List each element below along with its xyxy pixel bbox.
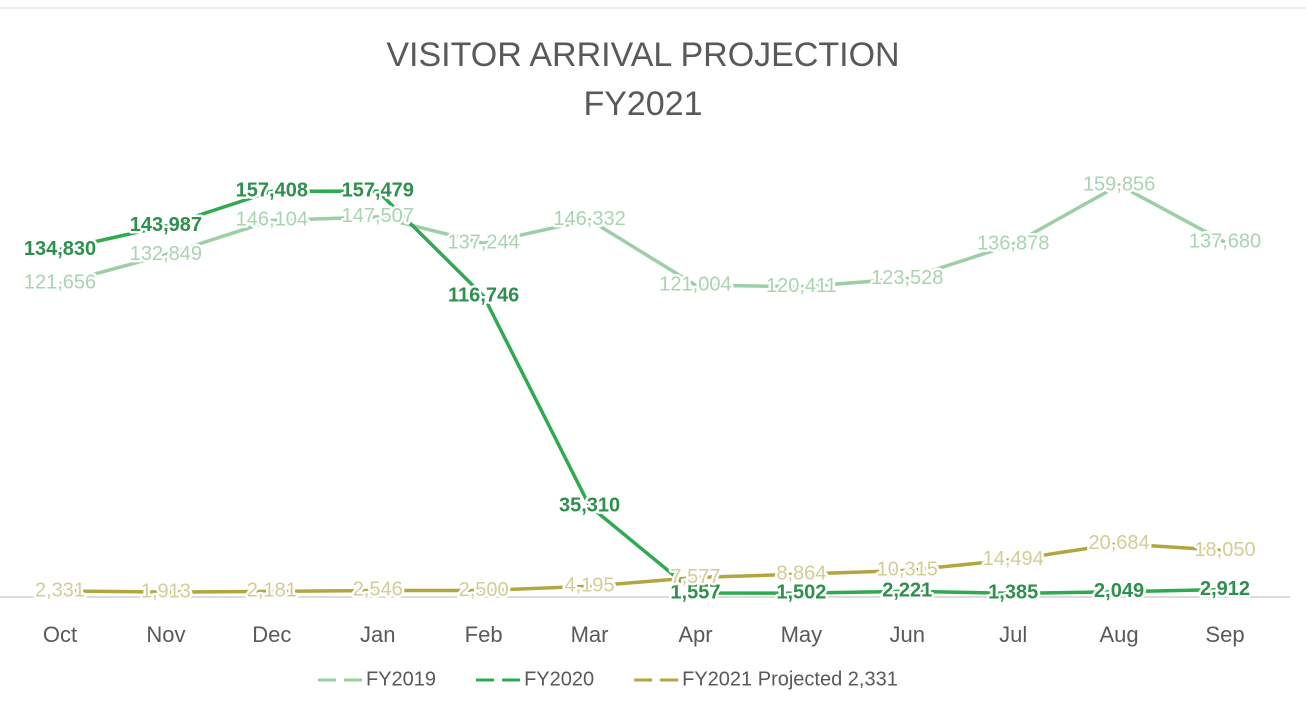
data-label: 8,864 bbox=[776, 562, 826, 584]
data-label: 116,746 bbox=[448, 284, 519, 306]
data-label: 20,684 bbox=[1089, 532, 1150, 554]
data-label: 147,507 bbox=[342, 205, 414, 227]
data-label: 146,332 bbox=[553, 208, 625, 230]
x-tick-label: Apr bbox=[678, 622, 712, 647]
data-label: 4,195 bbox=[565, 574, 615, 596]
data-label: 10,315 bbox=[877, 559, 938, 581]
legend-label: FY2020 bbox=[524, 668, 594, 690]
data-label: 35,310 bbox=[559, 494, 620, 516]
data-label: 1,913 bbox=[141, 580, 191, 602]
x-tick-label: Dec bbox=[252, 622, 291, 647]
data-label: 2,546 bbox=[353, 579, 403, 601]
data-label: 2,181 bbox=[247, 580, 297, 602]
data-label: 157,408 bbox=[236, 180, 308, 202]
data-label: 18,050 bbox=[1194, 539, 1255, 561]
data-label: 137,680 bbox=[1189, 230, 1261, 252]
series-line bbox=[59, 541, 1226, 594]
data-label: 7,577 bbox=[670, 566, 720, 588]
data-label: 2,500 bbox=[459, 579, 509, 601]
data-label: 121,004 bbox=[659, 273, 731, 295]
data-label: 1,502 bbox=[776, 581, 826, 603]
x-tick-label: Feb bbox=[465, 622, 503, 647]
x-tick-label: Mar bbox=[571, 622, 609, 647]
legend-label: FY2021 Projected 2,331 bbox=[682, 668, 898, 690]
x-tick-label: Jun bbox=[890, 622, 925, 647]
data-label: 132,849 bbox=[130, 243, 202, 265]
chart-title: VISITOR ARRIVAL PROJECTION bbox=[386, 36, 899, 74]
x-tick-label: Aug bbox=[1100, 622, 1139, 647]
x-tick-label: Jul bbox=[999, 622, 1027, 647]
series-line bbox=[59, 183, 1226, 289]
data-label: 1,385 bbox=[988, 582, 1038, 604]
chart-subtitle: FY2021 bbox=[583, 85, 702, 123]
data-label: 1,557 bbox=[670, 581, 720, 603]
data-label: 134,830 bbox=[24, 238, 96, 260]
data-label: 123,528 bbox=[871, 267, 943, 289]
x-tick-label: Sep bbox=[1205, 622, 1244, 647]
x-tick-label: Oct bbox=[43, 622, 77, 647]
data-label: 146,104 bbox=[236, 209, 308, 231]
data-label: 2,221 bbox=[882, 580, 932, 602]
data-label: 159,856 bbox=[1083, 173, 1155, 195]
data-label: 121,656 bbox=[24, 272, 96, 294]
legend-label: FY2019 bbox=[366, 668, 436, 690]
series-line bbox=[59, 189, 1226, 596]
data-label: 14,494 bbox=[983, 548, 1044, 570]
data-label: 136,878 bbox=[977, 233, 1049, 255]
x-tick-label: Nov bbox=[146, 622, 185, 647]
data-label: 143,987 bbox=[130, 214, 202, 236]
data-label: 157,479 bbox=[342, 179, 414, 201]
data-label: 2,049 bbox=[1094, 580, 1144, 602]
x-tick-label: May bbox=[781, 622, 823, 647]
x-tick-label: Jan bbox=[360, 622, 395, 647]
data-label: 137,244 bbox=[447, 232, 519, 254]
data-label: 2,331 bbox=[35, 579, 85, 601]
data-label: 120,411 bbox=[766, 275, 837, 297]
data-label: 2,912 bbox=[1200, 578, 1250, 600]
